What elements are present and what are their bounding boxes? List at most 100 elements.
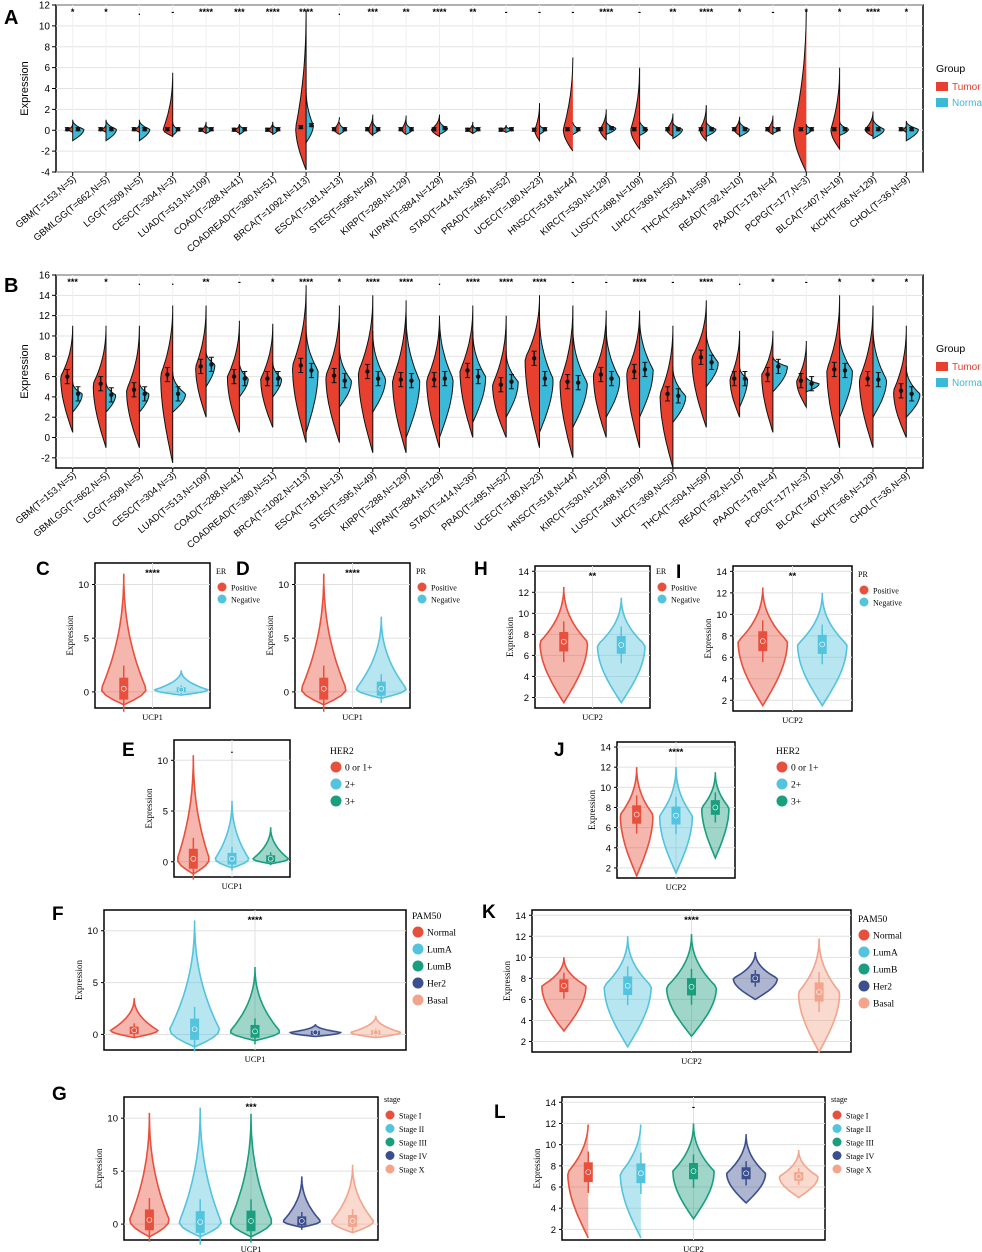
legend-label: Stage IV [399, 1152, 427, 1161]
significance-mark: . [438, 277, 441, 287]
y-axis-label: Expression [502, 961, 512, 1001]
y-tick-label: 6 [521, 995, 526, 1006]
median-point [633, 811, 640, 818]
significance-mark: - [638, 7, 641, 17]
legend-label: Basal [427, 997, 448, 1007]
median-point [342, 127, 347, 132]
significance-mark: - [505, 7, 508, 17]
violin-normal [172, 371, 187, 414]
significance-mark: **** [669, 747, 684, 758]
y-tick-label: -2 [41, 147, 50, 158]
median-point [309, 368, 314, 373]
median-point [776, 364, 781, 369]
median-point [398, 377, 403, 382]
legend-label: Stage III [846, 1139, 874, 1148]
significance-mark: **** [599, 7, 614, 17]
legend-swatch [385, 1137, 395, 1147]
violin-luma [168, 920, 221, 1048]
median-point [178, 686, 185, 693]
legend-swatch [858, 997, 870, 1009]
legend-title: stage [831, 1095, 848, 1104]
legend-swatch [776, 761, 788, 773]
median-point [442, 376, 448, 381]
median-point [809, 127, 814, 132]
median-point [842, 368, 848, 373]
legend-label: Stage IV [846, 1152, 874, 1161]
violin-normal [839, 330, 853, 418]
significance-mark: * [905, 7, 909, 17]
y-tick-label: 0 [93, 1030, 98, 1041]
panel-E: E 0 5 10 Expression UCP1. HER2 0 or 1+ 2+ 3+ [122, 739, 373, 891]
legend-swatch [858, 963, 870, 975]
significance-mark: ** [589, 571, 597, 582]
median-point [531, 127, 537, 132]
median-point [819, 641, 826, 648]
y-tick-label: 12 [515, 932, 526, 943]
y-tick-label: 6 [44, 372, 50, 383]
violin-tumor [826, 295, 841, 448]
y-tick-label: 10 [78, 580, 89, 591]
panel-letter: C [36, 559, 50, 580]
violin-tumor [893, 325, 907, 438]
median-point [165, 372, 170, 377]
violin-normal [572, 325, 588, 428]
violin-tumor [766, 115, 774, 136]
legend-title: HER2 [776, 747, 800, 757]
legend-swatch [412, 943, 424, 955]
median-point [542, 127, 548, 132]
significance-mark: **** [684, 915, 699, 926]
median-point [898, 388, 904, 393]
median-point [576, 127, 581, 132]
violin-normal [739, 366, 749, 408]
violin-normal [205, 351, 216, 389]
y-tick-label: 0 [284, 687, 289, 698]
violin-basal [349, 1015, 402, 1039]
median-point [231, 127, 237, 132]
violin-tumor [492, 315, 507, 438]
median-point [542, 376, 548, 381]
median-point [795, 1173, 802, 1180]
y-tick-label: 0 [44, 433, 50, 444]
significance-mark: - [692, 1102, 695, 1113]
median-point [98, 381, 103, 386]
panel-letter: F [52, 904, 64, 925]
y-tick-label: 4 [606, 843, 611, 854]
significance-mark: * [71, 7, 75, 17]
median-point [565, 379, 570, 384]
significance-mark: **** [248, 915, 263, 926]
median-point [248, 1218, 254, 1224]
panel-letter: G [52, 1084, 67, 1105]
legend-label: Stage I [846, 1112, 869, 1121]
legend-title: Group [936, 343, 965, 355]
legend-label: Stage X [846, 1166, 872, 1175]
median-point [632, 369, 637, 374]
legend-label: LumB [873, 966, 897, 976]
y-axis-label: Expression [19, 61, 31, 115]
median-point [298, 363, 303, 368]
legend-swatch [858, 946, 870, 958]
significance-mark: * [338, 277, 342, 287]
median-point [673, 812, 679, 819]
violin-tumor [295, 10, 307, 171]
violin-tumor [333, 117, 340, 135]
y-tick-label: 10 [716, 610, 727, 621]
significance-mark: * [871, 277, 875, 287]
legend-swatch [385, 1164, 395, 1174]
violin-tumor [666, 113, 674, 138]
panel-letter: J [554, 740, 565, 761]
median-point [865, 376, 870, 381]
x-axis-label: UCP1 [245, 1054, 266, 1064]
median-point [743, 1170, 749, 1177]
median-point [298, 124, 303, 130]
significance-mark: . [171, 277, 174, 287]
median-point [498, 127, 504, 132]
legend-swatch [412, 977, 424, 989]
violin-normal [405, 315, 421, 438]
y-tick-label: 5 [284, 634, 289, 645]
significance-mark: - [571, 277, 574, 287]
median-point [876, 127, 881, 132]
violin-tumor [501, 125, 507, 133]
y-tick-label: 14 [600, 743, 611, 754]
significance-mark: . [738, 277, 741, 287]
legend-label: Stage III [399, 1139, 427, 1148]
